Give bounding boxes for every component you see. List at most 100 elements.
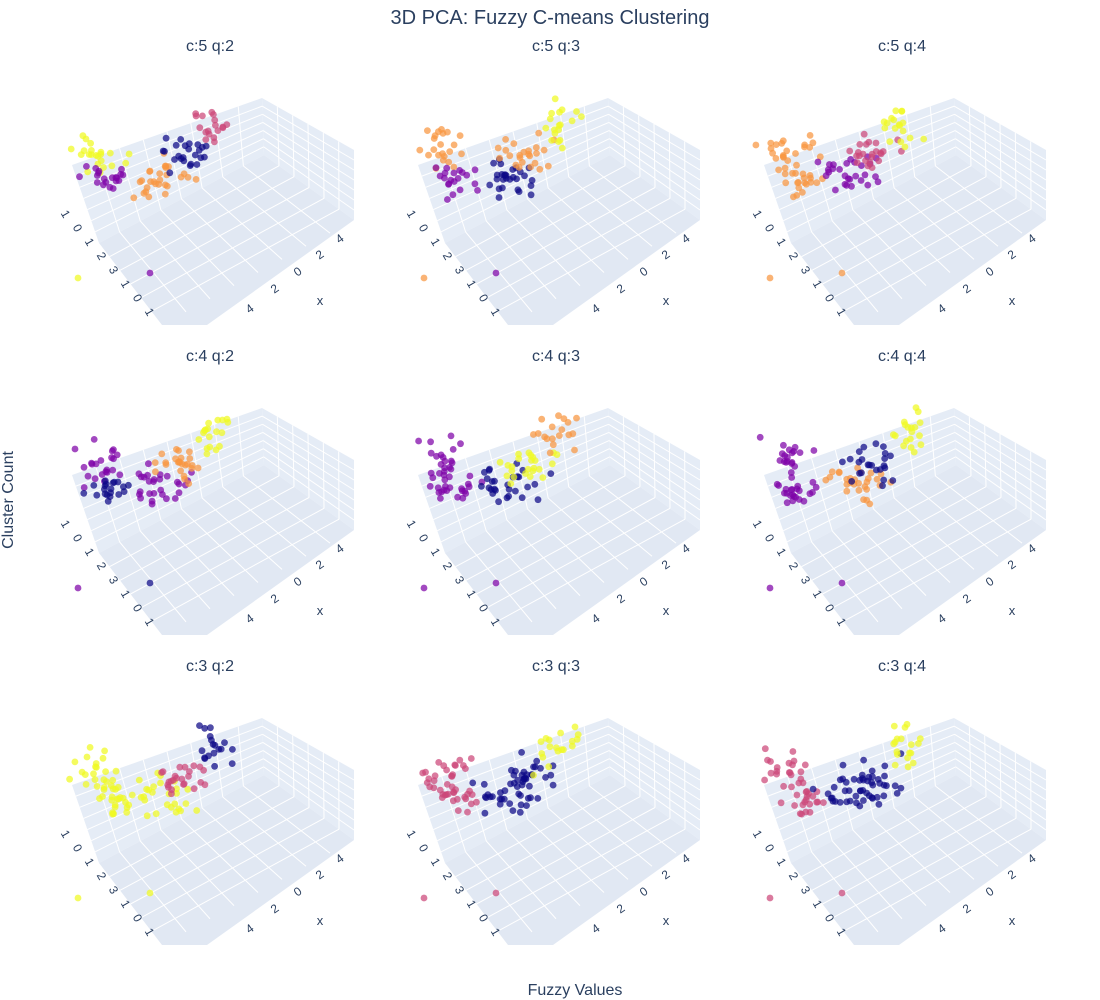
scatter-point [872,173,879,181]
scene-gridline [638,425,641,487]
scatter-point [533,150,540,157]
scatter-point [113,795,121,803]
scene-depth-tick-label: 0 [476,602,492,615]
scatter-point [880,443,887,450]
scatter-point [527,191,535,199]
scene-depth-tick-label: 1 [488,926,504,939]
scatter-point [906,134,914,142]
scatter-point [197,779,205,786]
scatter-point [891,782,899,790]
scene-gridline [527,818,605,893]
scatter-point [166,169,174,177]
scatter-point [857,177,865,184]
scatter-point [807,174,814,182]
scene-gridline [668,442,671,509]
scatter-point [424,127,431,134]
scene-gridline [653,433,656,498]
scatter-point [156,170,164,178]
scatter-point [204,127,212,135]
scatter-point [900,442,907,450]
scatter-point [772,155,780,162]
scene-depth-tick-label: 1 [58,208,74,221]
scatter-point [560,746,567,754]
scene-gridline [276,416,280,476]
scatter-point [146,490,154,497]
scene-depth-tick-label: 1 [750,518,766,531]
scatter-point [84,168,92,176]
scatter-point [180,472,188,480]
scatter-point [891,761,899,769]
scatter-point [868,150,876,158]
scatter-point [505,492,512,500]
scatter-point [766,894,774,902]
scene-gridline [568,796,653,867]
scatter-point [489,490,497,497]
scatter-point [530,431,537,438]
scene-gridline [622,726,626,786]
scatter-point [123,804,131,811]
scatter-point [766,274,774,282]
scene-gridline [984,115,987,177]
scatter-point [168,786,176,794]
scatter-point [546,743,554,751]
scatter-point [185,480,193,487]
scatter-point [109,466,117,474]
scene-depth-tick-label: 1 [142,616,158,629]
scatter-point [184,173,192,181]
scatter-point [537,764,544,772]
scatter-point [796,810,804,817]
scatter-point [536,165,544,173]
scatter-point [881,455,889,462]
scatter-point [523,802,530,809]
scatter-point [184,785,192,793]
scatter-point [555,432,563,439]
scatter-point [775,166,782,174]
y-axis-title: Cluster Count [0,451,17,549]
scatter-point [102,468,110,476]
scene-gridline [968,726,972,786]
scatter-point [568,117,576,125]
scene-depth-tick-label: 1 [750,828,766,841]
scatter-point [483,475,491,483]
scene-depth-tick-label: 0 [416,532,432,545]
scatter-point [838,579,846,587]
scatter-point [143,785,151,793]
scatter-point [773,764,781,771]
scene-x-tick-label: 2 [614,901,628,916]
scatter-point [903,720,911,728]
chart-title: 3D PCA: Fuzzy C-means Clustering [391,7,710,29]
scatter-point [535,465,543,473]
scatter-point [161,148,168,155]
scatter-point [766,584,774,592]
scatter-point [469,779,477,787]
scatter-point [444,196,451,203]
scatter-point [873,793,881,801]
scatter-point [548,423,556,431]
scatter-point [485,484,493,492]
scatter-point [890,722,898,730]
scene-x-tick-label: 2 [659,867,673,882]
scatter-point [90,482,98,489]
scatter-point [868,164,876,172]
scene-depth-tick-label: 1 [464,588,480,601]
scatter-point [196,124,204,132]
scatter-point [425,151,432,159]
scene-depth-tick-label: 3 [452,264,468,277]
scatter-point [495,498,502,506]
scatter-point [801,761,809,769]
scatter-point [420,584,428,592]
scatter-point [863,486,871,493]
scatter-point [109,785,117,793]
scatter-point [539,753,547,761]
scatter-point [542,124,550,132]
scene-x-tick-label: 2 [268,281,282,296]
scene-gridline [668,752,671,819]
scene-gridline [984,735,987,797]
scene-gridline [536,433,549,499]
scatter-point [794,482,802,490]
scatter-point [471,180,479,188]
scatter-point [898,107,906,115]
scatter-point [846,455,854,463]
